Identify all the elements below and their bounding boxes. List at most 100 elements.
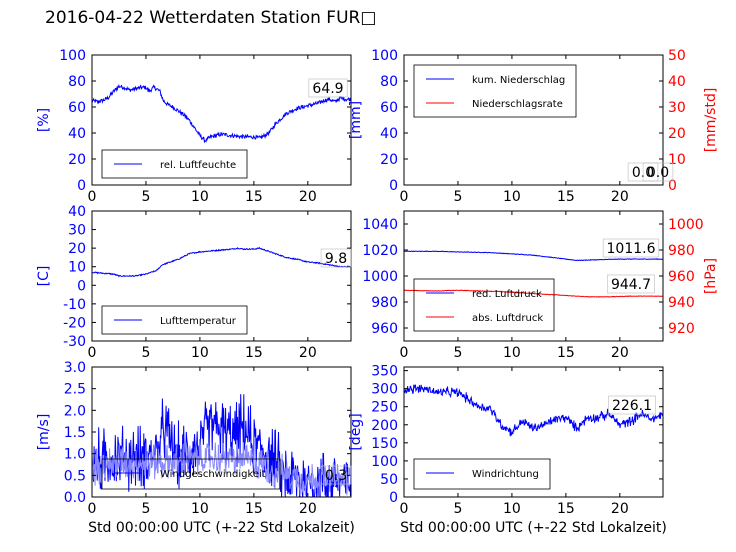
y-tick-label: 0 [389, 490, 398, 506]
y-tick-label: 0.0 [64, 490, 86, 506]
legend-label: Windrichtung [472, 469, 539, 480]
legend-label: abs. Luftdruck [472, 313, 543, 324]
y-tick-label: 2.5 [64, 382, 86, 398]
x-tick-label: 10 [191, 345, 209, 361]
x-tick-label: 20 [299, 501, 317, 517]
y-tick-label: 350 [371, 364, 398, 380]
y-tick-label: 150 [371, 436, 398, 452]
chart-panel-5: 0 5 10 15 20 0.0 0.5 1.0 1.5 2.0 2.5 3.0 [m/s] Std 00… [36, 360, 355, 536]
y-tick-label: 10 [68, 260, 86, 276]
y-tick-label: 20 [68, 241, 86, 257]
x-tick-label: 15 [557, 189, 575, 205]
y-tick-label: 40 [68, 126, 86, 142]
y-tick-label: 80 [68, 74, 86, 90]
value-annotation-box [607, 274, 655, 294]
plot-frame [91, 54, 352, 186]
x-tick-label: 0 [400, 345, 409, 361]
x-tick-label: 15 [245, 345, 263, 361]
value-annotation-box [608, 395, 656, 415]
y-tick-label: 20 [68, 152, 86, 168]
series-line-1 [92, 83, 351, 144]
legend-label: Niederschlagsrate [472, 99, 563, 110]
y-tick-label: 60 [68, 100, 86, 116]
legend-box [413, 64, 577, 118]
value-annotation-box [308, 78, 348, 98]
chart-panel-2: 0 5 10 15 20 0 20 40 60 80 100 0 10 20 30 40 50 [mm] [mm/s… [348, 48, 719, 205]
legend-box [101, 458, 281, 490]
x-tick-label: 5 [141, 189, 150, 205]
y-tick-label: 0 [77, 278, 86, 294]
legend-label: Windgeschwindigkeit [160, 469, 266, 480]
y-tick-label: 0.5 [64, 468, 86, 484]
value-annotation: 944.7 [611, 277, 651, 293]
y2-tick-label: 40 [668, 74, 686, 90]
y-tick-label: 1020 [362, 243, 398, 259]
y-tick-label: -10 [63, 297, 86, 313]
y2-tick-label: 1000 [668, 217, 704, 233]
y-tick-label: 40 [380, 126, 398, 142]
chart-panel-1: 0 5 10 15 20 0 20 40 60 80 100 [%] rel. Luftfeuchte 6… [36, 48, 352, 205]
legend-label: Lufttemperatur [160, 316, 237, 327]
y-tick-label: 30 [68, 223, 86, 239]
x-tick-label: 20 [611, 189, 629, 205]
legend-box [413, 278, 555, 332]
x-tick-label: 20 [611, 345, 629, 361]
y2-tick-label: 980 [668, 243, 695, 259]
y2-tick-label: 20 [668, 126, 686, 142]
y-axis-label: [m/s] [36, 414, 52, 451]
value-annotation: 1011.6 [607, 241, 656, 257]
y-tick-label: 3.0 [64, 360, 86, 376]
x-tick-label: 10 [503, 345, 521, 361]
x-tick-label: 10 [503, 189, 521, 205]
y-axis-label: [C] [36, 266, 52, 287]
value-annotation-box [602, 238, 660, 258]
x-tick-label: 0 [88, 189, 97, 205]
x-tick-label: 15 [557, 501, 575, 517]
value-annotation: 9.8 [325, 251, 347, 267]
series-line-1 [404, 384, 663, 437]
y-tick-label: 0 [77, 178, 86, 194]
chart-panel-3: 0 5 10 15 20 -30 -20 -10 0 10 20 30 40 [C] Lufttempera… [36, 204, 352, 361]
y2-axis-label: [hPa] [703, 258, 719, 294]
legend-box [413, 458, 551, 490]
value-annotation: 226.1 [612, 398, 652, 414]
y2-tick-label: 30 [668, 100, 686, 116]
y-tick-label: 1.0 [64, 447, 86, 463]
plot-frame [403, 54, 664, 186]
x-tick-label: 0 [88, 345, 97, 361]
legend-label: rel. Luftfeuchte [160, 160, 236, 171]
y-tick-label: 0 [389, 178, 398, 194]
y-tick-label: 1.5 [64, 425, 86, 441]
value-annotation: 64.9 [312, 81, 343, 97]
x-tick-label: 5 [453, 345, 462, 361]
x-axis-label: Std 00:00:00 UTC (+-22 Std Lokalzeit) [88, 520, 355, 536]
y-tick-label: 80 [380, 74, 398, 90]
legend-box [101, 305, 248, 335]
y2-axis-label: [mm/std] [703, 88, 719, 153]
y-tick-label: 40 [68, 204, 86, 220]
y-tick-label: 20 [380, 152, 398, 168]
y-tick-label: 100 [59, 48, 86, 64]
value-annotation-box [320, 248, 352, 268]
x-tick-label: 15 [245, 501, 263, 517]
x-tick-label: 0 [400, 189, 409, 205]
x-tick-label: 20 [299, 189, 317, 205]
x-tick-label: 15 [557, 345, 575, 361]
value-annotation: 0.3 [325, 468, 347, 484]
x-tick-label: 5 [141, 501, 150, 517]
series-line-2 [404, 289, 663, 298]
y-tick-label: -30 [63, 334, 86, 350]
y-tick-label: 100 [371, 48, 398, 64]
series-line-2 [92, 439, 351, 497]
y-tick-label: 960 [371, 321, 398, 337]
y-tick-label: 300 [371, 382, 398, 398]
y-tick-label: 1040 [362, 217, 398, 233]
x-tick-label: 10 [191, 501, 209, 517]
x-tick-label: 0 [88, 501, 97, 517]
x-tick-label: 0 [400, 501, 409, 517]
y2-tick-label: 960 [668, 269, 695, 285]
y-axis-label: [mm] [348, 101, 364, 139]
series-line-1 [404, 250, 663, 262]
x-tick-label: 15 [245, 189, 263, 205]
